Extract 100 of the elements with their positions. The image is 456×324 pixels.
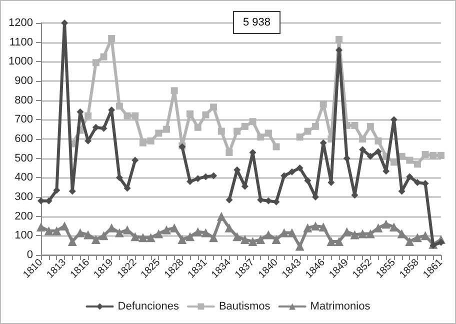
point: [326, 236, 336, 246]
point: [406, 173, 414, 180]
point: [264, 230, 273, 240]
point: [186, 178, 194, 186]
point: [44, 226, 54, 236]
point: [334, 236, 344, 246]
point: [374, 148, 382, 156]
point: [226, 196, 233, 204]
point: [414, 179, 421, 186]
point: [241, 122, 248, 130]
y-tick-label: 200: [14, 210, 33, 222]
point: [304, 177, 312, 184]
point: [68, 236, 77, 246]
point: [390, 158, 398, 166]
point: [139, 139, 146, 146]
point: [405, 236, 414, 246]
point: [249, 118, 256, 126]
point: [155, 130, 162, 137]
point: [296, 134, 304, 141]
point: [280, 172, 288, 180]
point: [38, 197, 44, 204]
point: [130, 232, 140, 242]
y-tick-label: 400: [14, 172, 33, 184]
point: [304, 128, 312, 135]
point: [218, 128, 225, 135]
point: [116, 174, 123, 182]
point: [374, 137, 382, 144]
point: [132, 112, 139, 120]
y-tick-label: 500: [14, 152, 33, 164]
point: [318, 222, 328, 232]
point: [84, 230, 93, 240]
point: [170, 223, 179, 232]
point: [138, 233, 148, 242]
point: [52, 226, 62, 236]
y-tick-label: 1000: [8, 56, 33, 68]
point: [170, 87, 178, 94]
point: [295, 242, 304, 251]
point: [132, 156, 139, 164]
point: [162, 225, 171, 234]
point: [406, 156, 414, 164]
point: [257, 196, 264, 204]
y-tick-label: 700: [14, 114, 33, 126]
point: [36, 222, 46, 232]
point: [359, 136, 366, 142]
point: [178, 235, 187, 244]
point: [366, 122, 374, 130]
point: [147, 137, 154, 144]
point: [414, 160, 421, 168]
point: [210, 172, 218, 180]
point: [374, 223, 383, 232]
point: [296, 164, 304, 172]
point: [256, 235, 266, 244]
point: [99, 231, 108, 240]
point: [210, 104, 218, 111]
point: [438, 152, 444, 159]
point: [358, 229, 368, 238]
point: [240, 235, 250, 244]
point: [186, 110, 194, 118]
point: [194, 175, 202, 182]
point: [287, 228, 296, 238]
point: [116, 102, 123, 110]
point: [154, 229, 164, 238]
y-tick-label: 100: [14, 230, 33, 242]
point: [194, 124, 202, 131]
point: [288, 168, 296, 176]
point: [422, 180, 429, 187]
point: [201, 228, 210, 238]
point: [422, 150, 429, 158]
point: [272, 235, 281, 244]
point: [226, 149, 233, 156]
point: [162, 126, 170, 133]
y-tick-label: 1100: [9, 36, 33, 48]
point: [382, 220, 391, 229]
point: [92, 124, 100, 131]
point: [234, 128, 241, 135]
point: [430, 152, 437, 159]
point: [336, 36, 343, 43]
point: [91, 235, 100, 244]
y-tick-label: 800: [14, 94, 33, 106]
y-tick-label: 1200: [8, 17, 33, 29]
point: [312, 122, 320, 130]
point: [100, 53, 108, 60]
point: [366, 229, 375, 238]
point: [257, 134, 264, 141]
point: [146, 233, 156, 242]
point: [202, 173, 210, 180]
point: [320, 100, 327, 108]
point: [438, 238, 444, 246]
y-tick-label: 600: [14, 133, 33, 145]
y-tick-label: 300: [14, 191, 33, 203]
point: [186, 232, 195, 242]
point: [209, 233, 218, 242]
point: [124, 112, 131, 120]
point: [193, 227, 202, 236]
point: [60, 222, 70, 230]
point: [248, 236, 258, 246]
legend-label: Matrimonios: [310, 300, 371, 312]
y-tick-label: 900: [14, 75, 33, 87]
point: [366, 152, 374, 160]
point: [114, 228, 124, 238]
